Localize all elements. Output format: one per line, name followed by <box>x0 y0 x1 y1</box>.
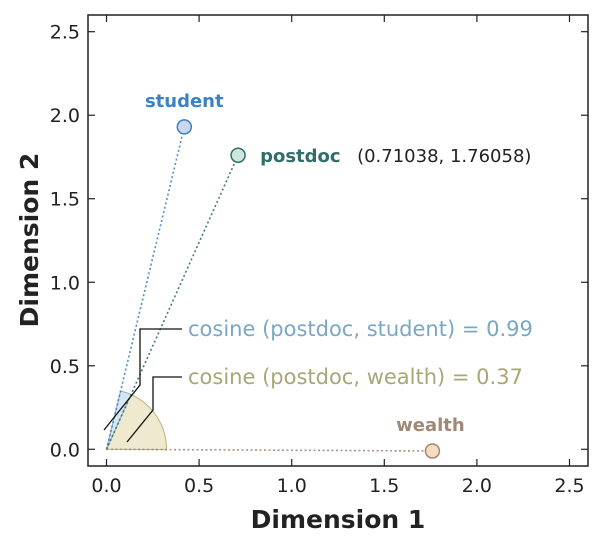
vector-line-wealth <box>106 448 433 452</box>
point-label-student: student <box>145 91 224 112</box>
data-point-wealth <box>424 443 441 459</box>
x-tick-label-4: 2.0 <box>462 475 492 497</box>
point-label-wealth: wealth <box>396 415 465 436</box>
y-tick-label-4: 2.0 <box>50 105 80 127</box>
y-axis-title: Dimension 2 <box>15 153 44 328</box>
point-label-postdoc: postdoc <box>260 146 341 167</box>
y-tick-label-5: 2.5 <box>50 22 80 44</box>
data-points <box>176 119 441 459</box>
point-coordinates-postdoc: (0.71038, 1.76058) <box>357 146 531 167</box>
data-point-student <box>176 119 193 135</box>
annotation-cosine-postdoc-student: cosine (postdoc, student) = 0.99 <box>188 317 533 341</box>
x-tick-label-5: 2.5 <box>554 475 584 497</box>
vector-line-student <box>105 126 186 450</box>
x-tick-label-1: 0.5 <box>184 475 214 497</box>
annotation-pointers <box>103 328 182 443</box>
plot-frame <box>87 14 589 467</box>
data-point-postdoc <box>230 147 246 163</box>
angle-wedges <box>105 390 168 451</box>
y-tick-label-1: 0.5 <box>50 356 80 378</box>
y-tick-label-3: 1.5 <box>50 189 80 211</box>
pointer-line-wealth <box>126 376 182 443</box>
x-tick-label-3: 1.5 <box>369 475 399 497</box>
x-axis-title: Dimension 1 <box>251 505 426 534</box>
x-tick-label-0: 0.0 <box>91 475 121 497</box>
annotation-cosine-postdoc-wealth: cosine (postdoc, wealth) = 0.37 <box>188 365 523 389</box>
vector-lines <box>105 126 433 452</box>
pointer-line-student <box>103 328 182 431</box>
y-tick-label-0: 0.0 <box>50 439 80 461</box>
vector-line-postdoc <box>105 154 239 450</box>
angle-wedge-postdoc-wealth <box>105 393 168 451</box>
axis-ticks <box>88 15 588 466</box>
x-tick-label-2: 1.0 <box>277 475 307 497</box>
y-tick-label-2: 1.0 <box>50 272 80 294</box>
